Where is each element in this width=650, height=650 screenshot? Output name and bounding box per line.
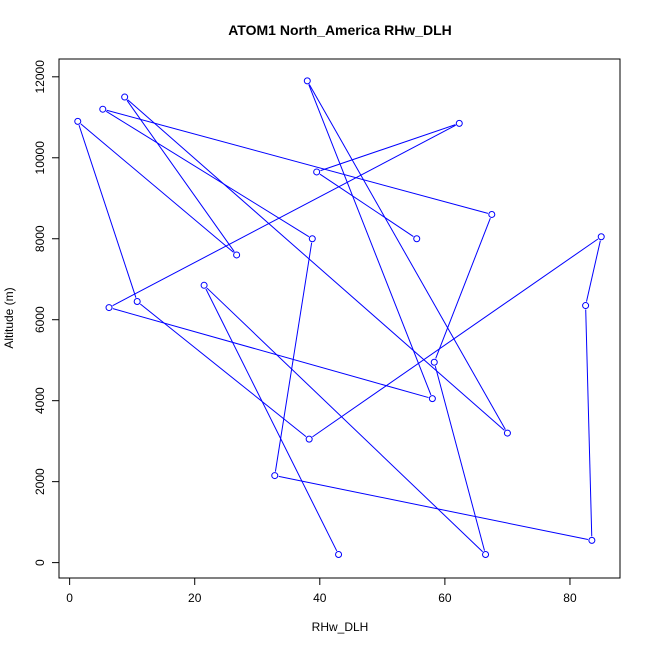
y-tick-label: 4000 <box>33 387 47 414</box>
data-point <box>271 472 279 480</box>
series-line-segment <box>319 173 414 237</box>
series-line-segment <box>105 110 310 238</box>
y-tick-label: 10000 <box>33 141 47 175</box>
x-axis-label: RHw_DLH <box>312 620 369 634</box>
data-point <box>308 235 316 243</box>
y-tick-label: 2000 <box>33 468 47 495</box>
series-line-segment <box>308 84 432 396</box>
series-line-segment <box>205 288 338 552</box>
data-point <box>233 251 241 259</box>
series-line-segment <box>278 475 589 541</box>
series-line-segment <box>127 99 505 431</box>
series-line-segment <box>80 123 234 253</box>
series-line-segment <box>434 365 485 551</box>
series-line-segment <box>320 124 456 172</box>
series-line-segment <box>206 287 483 553</box>
data-point <box>503 429 511 437</box>
y-tick-label: 8000 <box>33 225 47 252</box>
series-line-segment <box>274 242 313 472</box>
series-line-segment <box>126 100 235 252</box>
data-point <box>74 117 82 125</box>
data-point <box>428 395 436 403</box>
data-point <box>303 77 311 85</box>
x-tick-label: 40 <box>313 591 327 605</box>
series-line-segment <box>139 303 307 438</box>
data-point <box>582 302 590 310</box>
y-tick-label: 0 <box>33 559 47 566</box>
y-tick-label: 6000 <box>33 306 47 333</box>
series-line-segment <box>312 238 599 438</box>
data-point <box>488 210 496 218</box>
x-tick-label: 80 <box>563 591 577 605</box>
data-point <box>455 119 463 127</box>
series-line-segment <box>112 308 429 399</box>
series-line-segment <box>112 124 456 307</box>
data-point <box>200 281 208 289</box>
series-line-segment <box>106 109 489 214</box>
series-line-segment <box>435 217 491 359</box>
data-point <box>313 168 321 176</box>
data-point <box>133 298 141 305</box>
data-point <box>105 304 113 312</box>
data-point <box>99 105 107 113</box>
data-point <box>597 233 605 241</box>
chart-title: ATOM1 North_America RHw_DLH <box>228 22 452 38</box>
x-tick-label: 0 <box>66 591 73 605</box>
y-axis-label: Altitude (m) <box>2 287 16 348</box>
data-point <box>121 93 129 101</box>
series-line-segment <box>585 309 593 537</box>
series-line-segment <box>308 84 506 430</box>
data-point <box>413 235 421 243</box>
data-point <box>305 435 313 443</box>
x-axis: 0 20 40 60 80 <box>66 578 577 605</box>
series-group <box>74 77 605 559</box>
plot-frame <box>58 58 621 579</box>
x-tick-label: 20 <box>188 591 202 605</box>
series-line-segment <box>78 124 137 298</box>
data-point <box>482 551 490 559</box>
data-point <box>430 358 438 366</box>
data-point <box>335 551 343 559</box>
y-tick-label: 12000 <box>33 60 47 94</box>
data-point <box>588 536 596 544</box>
series-line-segment <box>586 240 601 302</box>
y-axis: 0 2000 4000 6000 8000 10000 12000 <box>33 60 59 566</box>
x-tick-label: 60 <box>438 591 452 605</box>
